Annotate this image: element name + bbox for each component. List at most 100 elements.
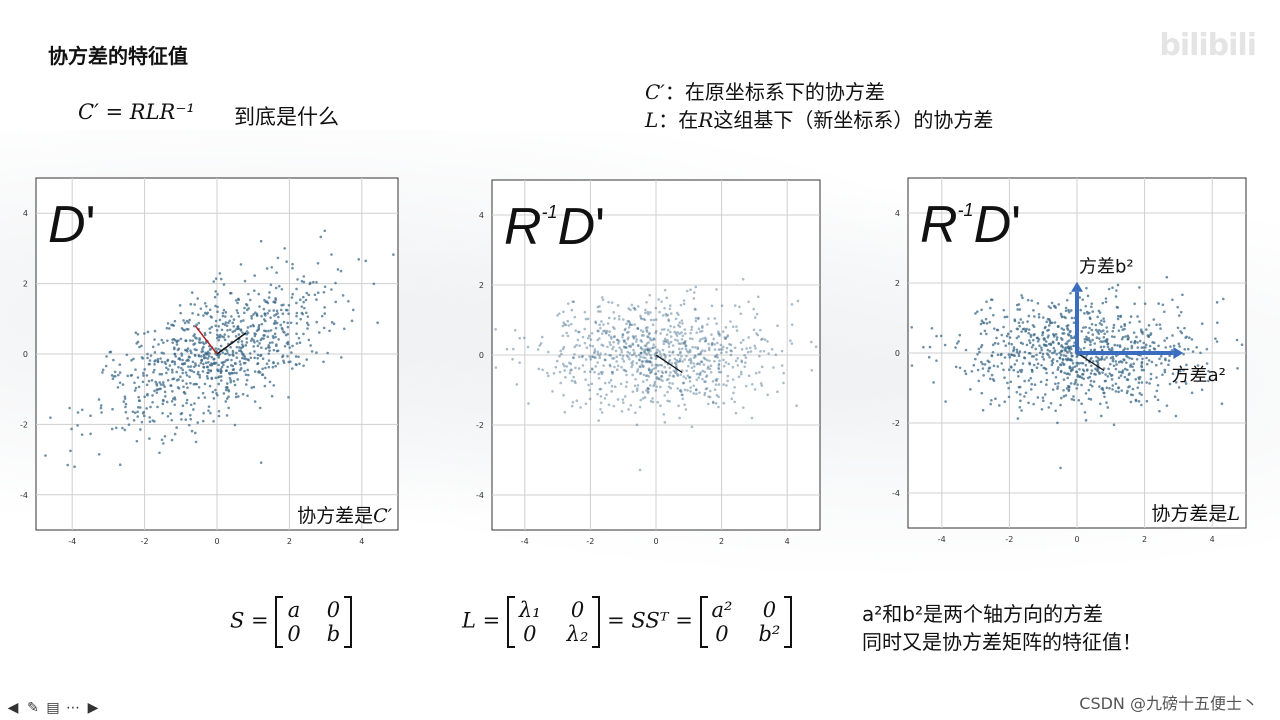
data-point (1089, 343, 1092, 347)
data-point (315, 281, 318, 284)
data-point (583, 327, 587, 331)
data-point (603, 397, 607, 400)
data-point (1007, 368, 1011, 372)
data-point (236, 340, 240, 344)
data-point (231, 364, 235, 368)
data-point (589, 338, 593, 341)
data-point (558, 354, 561, 358)
data-point (1061, 358, 1065, 361)
data-point (1017, 354, 1021, 358)
data-point (1089, 379, 1093, 383)
data-point (1049, 401, 1053, 405)
arrow-right-icon[interactable]: ▶ (87, 700, 99, 716)
data-point (1056, 368, 1060, 371)
data-point (304, 311, 308, 315)
data-point (297, 336, 301, 340)
data-point (202, 314, 205, 317)
data-point (739, 372, 743, 376)
data-point (981, 408, 985, 412)
data-point (259, 239, 263, 243)
data-point (1110, 335, 1114, 338)
data-point (724, 361, 728, 364)
data-point (697, 327, 701, 331)
data-point (628, 323, 632, 327)
data-point (300, 311, 304, 315)
data-point (257, 292, 261, 296)
data-point (1112, 323, 1116, 327)
pen-icon[interactable]: ✎ (27, 700, 39, 716)
data-point (69, 449, 72, 453)
data-point (661, 314, 665, 317)
data-point (651, 400, 655, 404)
data-point (675, 334, 679, 337)
data-point (599, 395, 603, 398)
data-point (716, 356, 719, 359)
data-point (159, 383, 163, 386)
data-point (1013, 319, 1017, 323)
data-point (680, 354, 683, 358)
data-point (653, 380, 657, 384)
matrix-L: λ₁ 0 0 λ₂ (506, 596, 601, 648)
data-point (265, 300, 269, 304)
data-point (556, 359, 559, 363)
data-point (654, 357, 658, 361)
data-point (1054, 375, 1058, 379)
data-point (649, 353, 652, 357)
data-point (993, 341, 997, 345)
data-point (238, 349, 241, 352)
data-point (644, 348, 647, 351)
data-point (147, 362, 151, 366)
data-point (630, 353, 634, 357)
data-point (646, 326, 649, 329)
data-point (753, 344, 757, 348)
arrow-left-icon[interactable]: ◀ (7, 700, 19, 716)
data-point (718, 334, 721, 337)
more-icon[interactable]: ⋯ (66, 700, 80, 716)
data-point (242, 354, 245, 357)
data-point (634, 377, 637, 381)
data-point (1047, 305, 1051, 308)
data-point (241, 345, 245, 348)
tick-label-x: -4 (68, 537, 76, 546)
data-point (1045, 378, 1049, 382)
data-point (1067, 308, 1070, 312)
data-point (225, 324, 229, 328)
data-point (1059, 370, 1063, 374)
data-point (287, 303, 291, 307)
data-point (1088, 326, 1091, 330)
data-point (268, 341, 272, 345)
data-point (635, 389, 639, 392)
data-point (286, 340, 290, 344)
data-point (677, 347, 681, 351)
data-point (1159, 327, 1162, 330)
data-point (681, 334, 685, 338)
data-point (927, 355, 931, 359)
slides-icon[interactable]: ▤ (46, 700, 60, 716)
data-point (1035, 353, 1038, 357)
data-point (642, 356, 645, 359)
data-point (954, 346, 957, 349)
data-point (1161, 303, 1165, 307)
data-point (677, 342, 681, 345)
data-point (136, 415, 140, 418)
data-point (1068, 373, 1071, 376)
data-point (219, 375, 223, 378)
data-point (607, 403, 611, 407)
data-point (979, 322, 983, 326)
data-point (636, 368, 640, 371)
data-point (713, 355, 717, 358)
data-point (306, 327, 309, 330)
data-point (263, 384, 267, 388)
data-point (201, 419, 205, 423)
data-point (689, 390, 692, 393)
tick-label-y: 4 (479, 211, 484, 220)
note2-mid: ：在 (658, 108, 699, 132)
data-point (715, 288, 718, 291)
data-point (716, 377, 719, 381)
tick-label-y: 4 (895, 209, 900, 218)
data-point (668, 358, 672, 362)
data-point (563, 323, 567, 326)
data-point (197, 370, 200, 374)
data-point (1033, 333, 1036, 336)
data-point (182, 319, 185, 322)
